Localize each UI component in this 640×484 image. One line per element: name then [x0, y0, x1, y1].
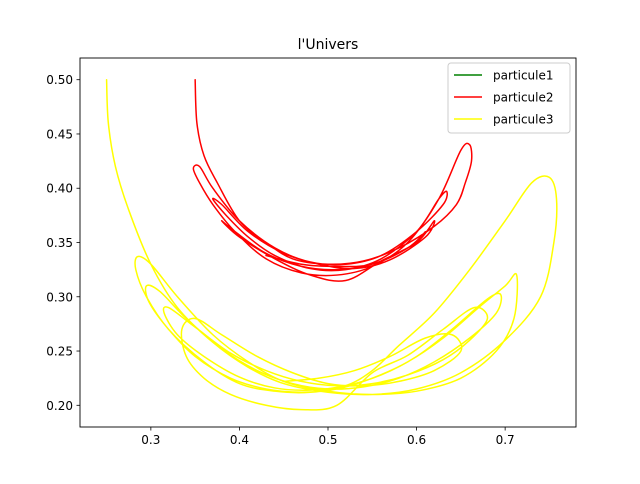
y-tick-label: 0.30	[46, 290, 73, 304]
legend-label: particule3	[493, 113, 554, 127]
y-axis: 0.20 0.25 0.30 0.35 0.40 0.45 0.50	[46, 73, 80, 413]
y-tick-label: 0.35	[46, 236, 73, 250]
legend-label: particule2	[493, 91, 554, 105]
legend-box	[447, 62, 571, 134]
series-line-particule3	[105, 78, 558, 411]
y-tick-label: 0.40	[46, 182, 73, 196]
y-tick-label: 0.45	[46, 127, 73, 141]
x-tick-label: 0.5	[318, 433, 337, 447]
y-tick-label: 0.25	[46, 345, 73, 359]
y-tick-label: 0.20	[46, 399, 73, 413]
x-tick-label: 0.7	[496, 433, 515, 447]
x-tick-label: 0.6	[407, 433, 426, 447]
chart-title: l'Univers	[298, 37, 359, 53]
y-tick-label: 0.50	[46, 73, 73, 87]
series-layer	[105, 78, 558, 411]
series-line-particule2	[192, 78, 473, 282]
legend: particule1 particule2 particule3	[447, 62, 571, 134]
x-tick-label: 0.4	[230, 433, 249, 447]
x-axis: 0.3 0.4 0.5 0.6 0.7	[141, 427, 515, 447]
legend-label: particule1	[493, 69, 554, 83]
x-tick-label: 0.3	[141, 433, 160, 447]
